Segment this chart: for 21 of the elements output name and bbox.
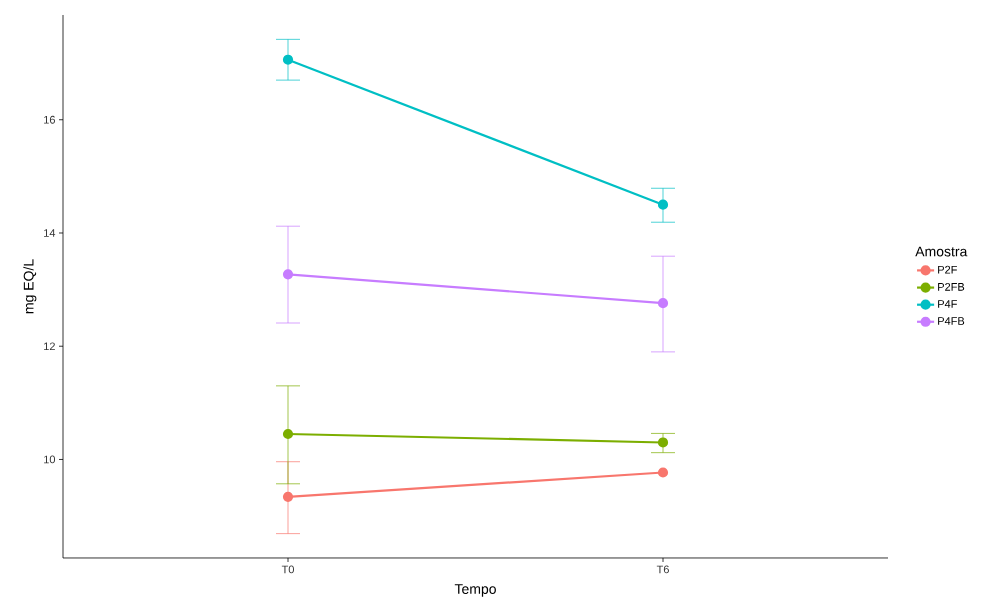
point bbox=[282, 491, 294, 502]
point bbox=[657, 298, 669, 309]
x-tick-label: T0 bbox=[281, 565, 294, 574]
legend-label: P2FB bbox=[938, 283, 965, 291]
legend-label: P2F bbox=[938, 265, 957, 274]
x-axis-title: Tempo bbox=[454, 584, 496, 597]
point bbox=[657, 467, 669, 478]
legend-label: P4F bbox=[938, 300, 957, 308]
point bbox=[282, 428, 294, 440]
legend-label: P4FB bbox=[938, 317, 965, 325]
point bbox=[282, 269, 294, 280]
y-axis-title: mg EQ/L bbox=[23, 259, 37, 314]
x-tick-label: T6 bbox=[656, 565, 669, 574]
y-tick-label: 10 bbox=[44, 455, 56, 464]
point bbox=[282, 54, 294, 65]
y-tick-label: 16 bbox=[44, 115, 55, 124]
point bbox=[657, 199, 669, 210]
point bbox=[657, 437, 669, 448]
legend-title: Amostra bbox=[915, 246, 968, 257]
y-tick-label: 14 bbox=[44, 229, 56, 237]
y-tick-label: 12 bbox=[44, 342, 55, 351]
